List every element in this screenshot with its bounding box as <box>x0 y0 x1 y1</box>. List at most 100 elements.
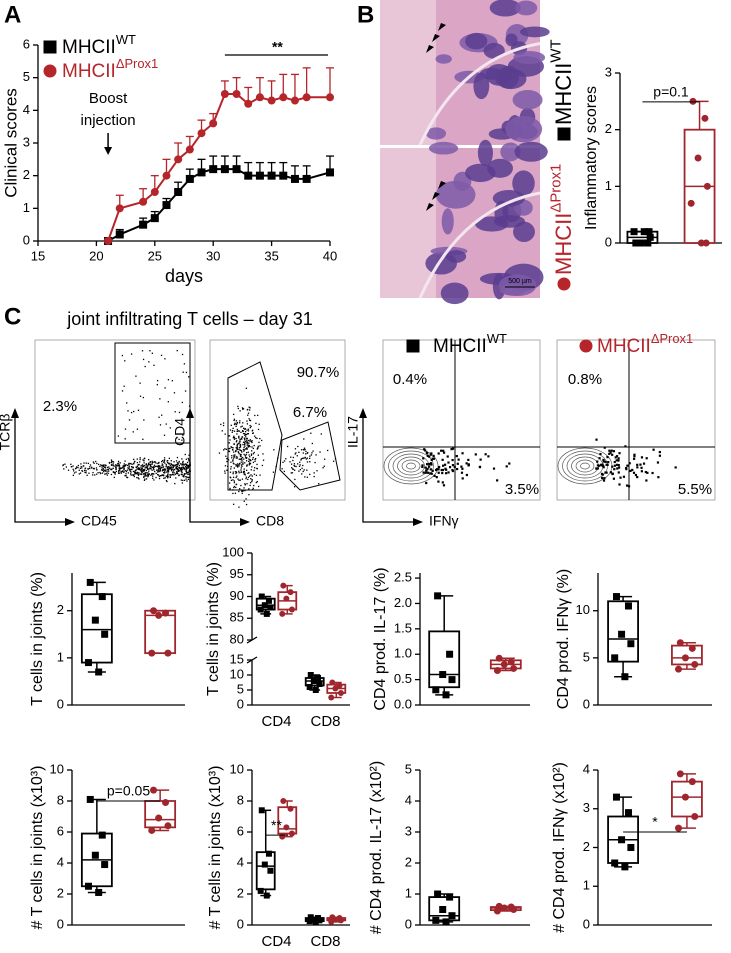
flow-event <box>164 469 166 471</box>
flow-event <box>457 458 460 461</box>
flow-event <box>258 441 260 444</box>
marker <box>694 154 702 162</box>
flow-event <box>299 468 302 471</box>
flow-event <box>151 469 153 471</box>
y-tick-label: 0.0 <box>394 696 412 711</box>
flow-event <box>176 456 179 459</box>
flow-event <box>310 454 313 456</box>
marker <box>307 914 314 921</box>
flow-event <box>152 475 154 477</box>
flow-event <box>235 425 237 428</box>
y-tick-label: 3 <box>605 64 612 79</box>
flow-event <box>310 432 312 434</box>
flow-event <box>123 466 125 468</box>
flow-event <box>303 457 305 459</box>
flow-event <box>248 454 250 456</box>
flow-event <box>238 442 240 445</box>
flow-event <box>234 422 236 424</box>
flow-event <box>136 461 139 464</box>
flow-event <box>233 486 235 489</box>
flow-event <box>183 467 185 469</box>
flow-event <box>233 457 235 459</box>
flow-event <box>243 449 246 451</box>
marker <box>258 593 265 600</box>
flow-contour <box>406 462 416 470</box>
group-label: MHCIIΔProx1 <box>548 164 576 275</box>
flow-event <box>238 453 240 455</box>
flow-event <box>441 481 444 484</box>
flow-event <box>598 457 601 460</box>
flow-event <box>228 448 230 450</box>
histology-tissue <box>489 0 521 17</box>
flow-event <box>239 488 241 490</box>
histology-arrow <box>426 45 434 53</box>
flow-event <box>151 352 154 354</box>
marker <box>209 165 218 174</box>
group-name: MHCII <box>62 61 116 82</box>
marker <box>267 171 276 180</box>
flow-event <box>121 470 124 472</box>
flow-event <box>257 414 259 417</box>
flow-event <box>133 462 135 464</box>
flow-event <box>168 468 170 471</box>
flow-event <box>304 448 306 451</box>
flow-event <box>236 428 238 431</box>
flow-event <box>229 439 231 441</box>
histology-tissue <box>485 63 512 86</box>
flow-event <box>143 479 146 481</box>
flow-event <box>252 456 254 459</box>
marker <box>197 129 206 138</box>
flow-event <box>129 468 131 470</box>
flow-event <box>159 467 162 469</box>
flow-event <box>123 385 125 387</box>
flow-event <box>120 472 122 474</box>
flow-event <box>246 483 248 485</box>
y-tick-label: 0 <box>405 916 412 931</box>
marker <box>681 654 689 662</box>
flow-event <box>428 455 431 458</box>
significance: ** <box>271 817 282 833</box>
flow-event <box>249 475 251 477</box>
marker <box>432 916 440 924</box>
histology-arrow <box>432 192 440 200</box>
flow-y-label: TCRβ <box>0 414 13 451</box>
flow-event <box>262 453 264 455</box>
y-tick-label: 0 <box>23 232 30 247</box>
flow-event <box>613 468 616 471</box>
flow-event <box>126 402 128 404</box>
flow-event <box>139 382 141 384</box>
flow-event <box>245 469 248 471</box>
marker <box>280 582 287 589</box>
flow-event <box>97 463 100 466</box>
box <box>277 806 298 835</box>
y-tick-label: 3 <box>405 823 412 838</box>
marker <box>630 228 638 236</box>
flow-event <box>132 431 134 433</box>
flow-event <box>229 429 232 431</box>
flow-event <box>72 474 75 476</box>
flow-event <box>437 471 440 474</box>
group-sup: ΔProx1 <box>651 331 693 346</box>
flow-event <box>173 468 175 470</box>
flow-event <box>247 478 249 481</box>
flow-event <box>305 453 307 455</box>
flow-event <box>241 429 244 432</box>
flow-event <box>239 446 242 448</box>
flow-event <box>167 469 169 471</box>
flow-event <box>166 475 168 478</box>
flow-event <box>254 460 256 462</box>
flow-event <box>235 450 237 452</box>
flow-event <box>146 466 148 468</box>
flow-event <box>224 470 226 472</box>
flow-event <box>425 469 428 472</box>
flow-event <box>156 384 158 386</box>
flow-event <box>246 437 248 440</box>
gate-percent: 0.4% <box>393 371 427 388</box>
flow-event <box>159 468 161 470</box>
marker <box>265 597 272 604</box>
flow-event <box>142 396 145 399</box>
marker <box>624 602 632 610</box>
flow-event <box>305 450 307 453</box>
flow-event <box>81 469 83 472</box>
flow-event <box>139 461 141 463</box>
